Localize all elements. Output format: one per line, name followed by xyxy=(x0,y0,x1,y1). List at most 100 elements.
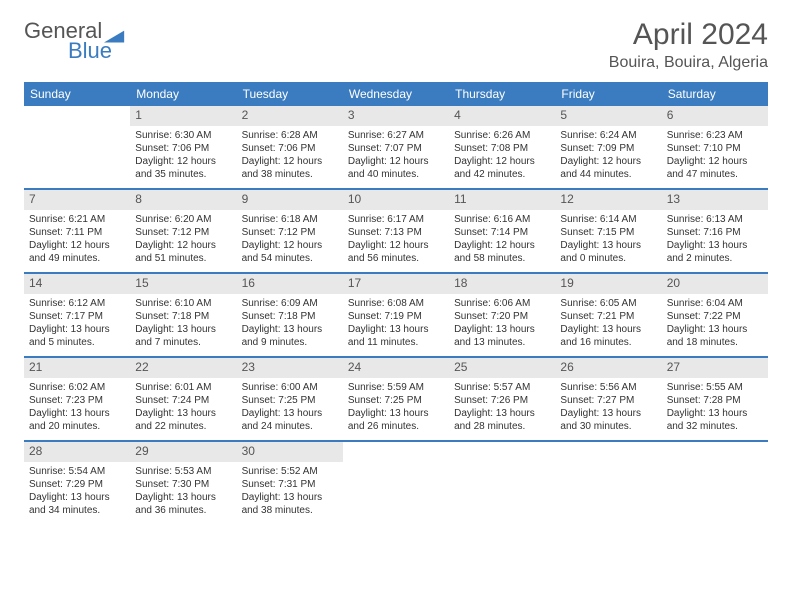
day-number-bar: 20 xyxy=(662,274,768,294)
calendar-cell: 13Sunrise: 6:13 AMSunset: 7:16 PMDayligh… xyxy=(662,190,768,272)
sunrise-text: Sunrise: 6:04 AM xyxy=(667,297,763,310)
sunrise-text: Sunrise: 5:53 AM xyxy=(135,465,231,478)
day-number-bar: 30 xyxy=(237,442,343,462)
daylight-text: Daylight: 13 hours and 34 minutes. xyxy=(29,491,125,517)
day-number-bar: 19 xyxy=(555,274,661,294)
sunrise-text: Sunrise: 5:55 AM xyxy=(667,381,763,394)
day-number-bar: 14 xyxy=(24,274,130,294)
daylight-text: Daylight: 13 hours and 7 minutes. xyxy=(135,323,231,349)
day-header: Tuesday xyxy=(237,82,343,106)
sunset-text: Sunset: 7:16 PM xyxy=(667,226,763,239)
calendar-cell xyxy=(24,106,130,188)
location-text: Bouira, Bouira, Algeria xyxy=(609,54,768,72)
title-block: April 2024 Bouira, Bouira, Algeria xyxy=(609,18,768,72)
sunset-text: Sunset: 7:25 PM xyxy=(242,394,338,407)
calendar-cell: 12Sunrise: 6:14 AMSunset: 7:15 PMDayligh… xyxy=(555,190,661,272)
day-number: 19 xyxy=(560,276,656,292)
calendar-cell: 27Sunrise: 5:55 AMSunset: 7:28 PMDayligh… xyxy=(662,358,768,440)
daylight-text: Daylight: 13 hours and 18 minutes. xyxy=(667,323,763,349)
daylight-text: Daylight: 13 hours and 20 minutes. xyxy=(29,407,125,433)
sunrise-text: Sunrise: 6:00 AM xyxy=(242,381,338,394)
daylight-text: Daylight: 13 hours and 16 minutes. xyxy=(560,323,656,349)
daylight-text: Daylight: 12 hours and 56 minutes. xyxy=(348,239,444,265)
daylight-text: Daylight: 12 hours and 44 minutes. xyxy=(560,155,656,181)
day-header: Friday xyxy=(555,82,661,106)
header: GeneralBlue April 2024 Bouira, Bouira, A… xyxy=(24,18,768,72)
sunset-text: Sunset: 7:27 PM xyxy=(560,394,656,407)
day-number: 7 xyxy=(29,192,125,208)
day-number-bar: 1 xyxy=(130,106,236,126)
calendar-cell: 18Sunrise: 6:06 AMSunset: 7:20 PMDayligh… xyxy=(449,274,555,356)
day-number-bar: 25 xyxy=(449,358,555,378)
sunset-text: Sunset: 7:12 PM xyxy=(242,226,338,239)
calendar-cell: 6Sunrise: 6:23 AMSunset: 7:10 PMDaylight… xyxy=(662,106,768,188)
day-number-bar: 18 xyxy=(449,274,555,294)
week-row: 1Sunrise: 6:30 AMSunset: 7:06 PMDaylight… xyxy=(24,106,768,190)
sunset-text: Sunset: 7:31 PM xyxy=(242,478,338,491)
day-number: 22 xyxy=(135,360,231,376)
daylight-text: Daylight: 13 hours and 9 minutes. xyxy=(242,323,338,349)
daylight-text: Daylight: 12 hours and 35 minutes. xyxy=(135,155,231,181)
day-number: 5 xyxy=(560,108,656,124)
daylight-text: Daylight: 12 hours and 49 minutes. xyxy=(29,239,125,265)
day-number: 25 xyxy=(454,360,550,376)
day-number: 17 xyxy=(348,276,444,292)
day-header: Thursday xyxy=(449,82,555,106)
calendar-cell: 25Sunrise: 5:57 AMSunset: 7:26 PMDayligh… xyxy=(449,358,555,440)
day-number: 6 xyxy=(667,108,763,124)
sunset-text: Sunset: 7:26 PM xyxy=(454,394,550,407)
day-number: 1 xyxy=(135,108,231,124)
sunset-text: Sunset: 7:30 PM xyxy=(135,478,231,491)
calendar-cell: 21Sunrise: 6:02 AMSunset: 7:23 PMDayligh… xyxy=(24,358,130,440)
daylight-text: Daylight: 13 hours and 22 minutes. xyxy=(135,407,231,433)
sunrise-text: Sunrise: 6:23 AM xyxy=(667,129,763,142)
daylight-text: Daylight: 13 hours and 13 minutes. xyxy=(454,323,550,349)
day-number-bar: 9 xyxy=(237,190,343,210)
sunrise-text: Sunrise: 6:14 AM xyxy=(560,213,656,226)
daylight-text: Daylight: 13 hours and 5 minutes. xyxy=(29,323,125,349)
day-number-bar: 26 xyxy=(555,358,661,378)
sunrise-text: Sunrise: 6:08 AM xyxy=(348,297,444,310)
calendar-cell xyxy=(555,442,661,524)
calendar-cell: 26Sunrise: 5:56 AMSunset: 7:27 PMDayligh… xyxy=(555,358,661,440)
day-number: 13 xyxy=(667,192,763,208)
day-number-bar: 11 xyxy=(449,190,555,210)
calendar-cell: 19Sunrise: 6:05 AMSunset: 7:21 PMDayligh… xyxy=(555,274,661,356)
day-number-bar: 22 xyxy=(130,358,236,378)
logo-text-blue: Blue xyxy=(68,38,112,64)
sunrise-text: Sunrise: 6:02 AM xyxy=(29,381,125,394)
day-number: 15 xyxy=(135,276,231,292)
day-number-bar: 23 xyxy=(237,358,343,378)
day-number-bar: 13 xyxy=(662,190,768,210)
calendar-cell: 7Sunrise: 6:21 AMSunset: 7:11 PMDaylight… xyxy=(24,190,130,272)
sunrise-text: Sunrise: 5:52 AM xyxy=(242,465,338,478)
daylight-text: Daylight: 12 hours and 42 minutes. xyxy=(454,155,550,181)
sunset-text: Sunset: 7:11 PM xyxy=(29,226,125,239)
daylight-text: Daylight: 13 hours and 38 minutes. xyxy=(242,491,338,517)
sunset-text: Sunset: 7:23 PM xyxy=(29,394,125,407)
sunrise-text: Sunrise: 6:16 AM xyxy=(454,213,550,226)
daylight-text: Daylight: 12 hours and 58 minutes. xyxy=(454,239,550,265)
sunset-text: Sunset: 7:19 PM xyxy=(348,310,444,323)
day-number: 14 xyxy=(29,276,125,292)
day-number: 28 xyxy=(29,444,125,460)
calendar-cell: 11Sunrise: 6:16 AMSunset: 7:14 PMDayligh… xyxy=(449,190,555,272)
sunset-text: Sunset: 7:21 PM xyxy=(560,310,656,323)
day-number-bar: 15 xyxy=(130,274,236,294)
day-number-bar: 24 xyxy=(343,358,449,378)
day-number-bar: 28 xyxy=(24,442,130,462)
day-number: 23 xyxy=(242,360,338,376)
sunset-text: Sunset: 7:18 PM xyxy=(135,310,231,323)
calendar-cell: 15Sunrise: 6:10 AMSunset: 7:18 PMDayligh… xyxy=(130,274,236,356)
day-header: Saturday xyxy=(662,82,768,106)
sunset-text: Sunset: 7:10 PM xyxy=(667,142,763,155)
daylight-text: Daylight: 13 hours and 30 minutes. xyxy=(560,407,656,433)
daylight-text: Daylight: 12 hours and 38 minutes. xyxy=(242,155,338,181)
calendar-cell xyxy=(343,442,449,524)
day-number-bar: 29 xyxy=(130,442,236,462)
calendar-cell: 9Sunrise: 6:18 AMSunset: 7:12 PMDaylight… xyxy=(237,190,343,272)
day-number: 2 xyxy=(242,108,338,124)
day-header: Monday xyxy=(130,82,236,106)
day-number: 3 xyxy=(348,108,444,124)
day-number: 29 xyxy=(135,444,231,460)
